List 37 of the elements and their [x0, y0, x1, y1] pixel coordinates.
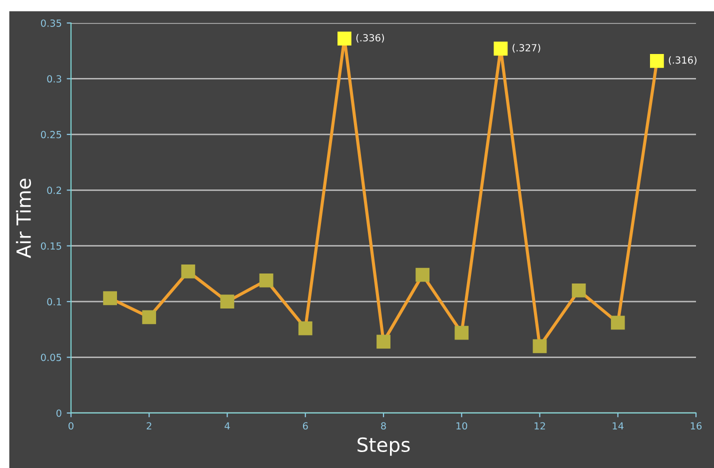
x-tick-label: 2 — [146, 422, 152, 430]
point — [454, 326, 469, 340]
point — [181, 264, 196, 278]
data-label: (.327) — [512, 44, 540, 53]
point — [532, 339, 547, 354]
data-label: (.336) — [356, 34, 384, 43]
y-axis-title: Air Time — [16, 178, 31, 258]
x-tick-label: 12 — [534, 422, 545, 430]
point — [103, 291, 118, 306]
point — [416, 268, 430, 282]
x-tick-label: 4 — [224, 422, 230, 430]
x-tick-label: 16 — [690, 422, 702, 430]
y-tick-label: 0.05 — [40, 354, 62, 362]
point — [142, 310, 156, 324]
y-tick-label: 0.2 — [47, 186, 61, 194]
x-tick-label: 6 — [302, 422, 308, 430]
x-axis-title: Steps — [358, 437, 410, 456]
x-tick-label: 14 — [612, 422, 624, 430]
point — [572, 283, 586, 298]
x-tick-label: 0 — [68, 422, 74, 430]
point — [494, 42, 508, 56]
x-tick-label: 10 — [456, 422, 468, 430]
x-tick-label: 8 — [381, 422, 386, 430]
y-tick-label: 0.15 — [40, 242, 62, 250]
point — [650, 54, 664, 68]
y-tick-label: 0.25 — [40, 130, 62, 138]
point — [337, 32, 352, 46]
y-tick-label: 0.1 — [47, 298, 62, 306]
data-label: (.316) — [668, 56, 696, 65]
point — [376, 334, 390, 349]
point — [259, 273, 274, 288]
y-tick-label: 0.3 — [47, 75, 62, 83]
point — [298, 321, 312, 336]
y-tick-label: 0 — [56, 409, 62, 417]
point — [610, 316, 625, 330]
y-tick-label: 0.35 — [40, 19, 62, 27]
point — [220, 294, 234, 309]
